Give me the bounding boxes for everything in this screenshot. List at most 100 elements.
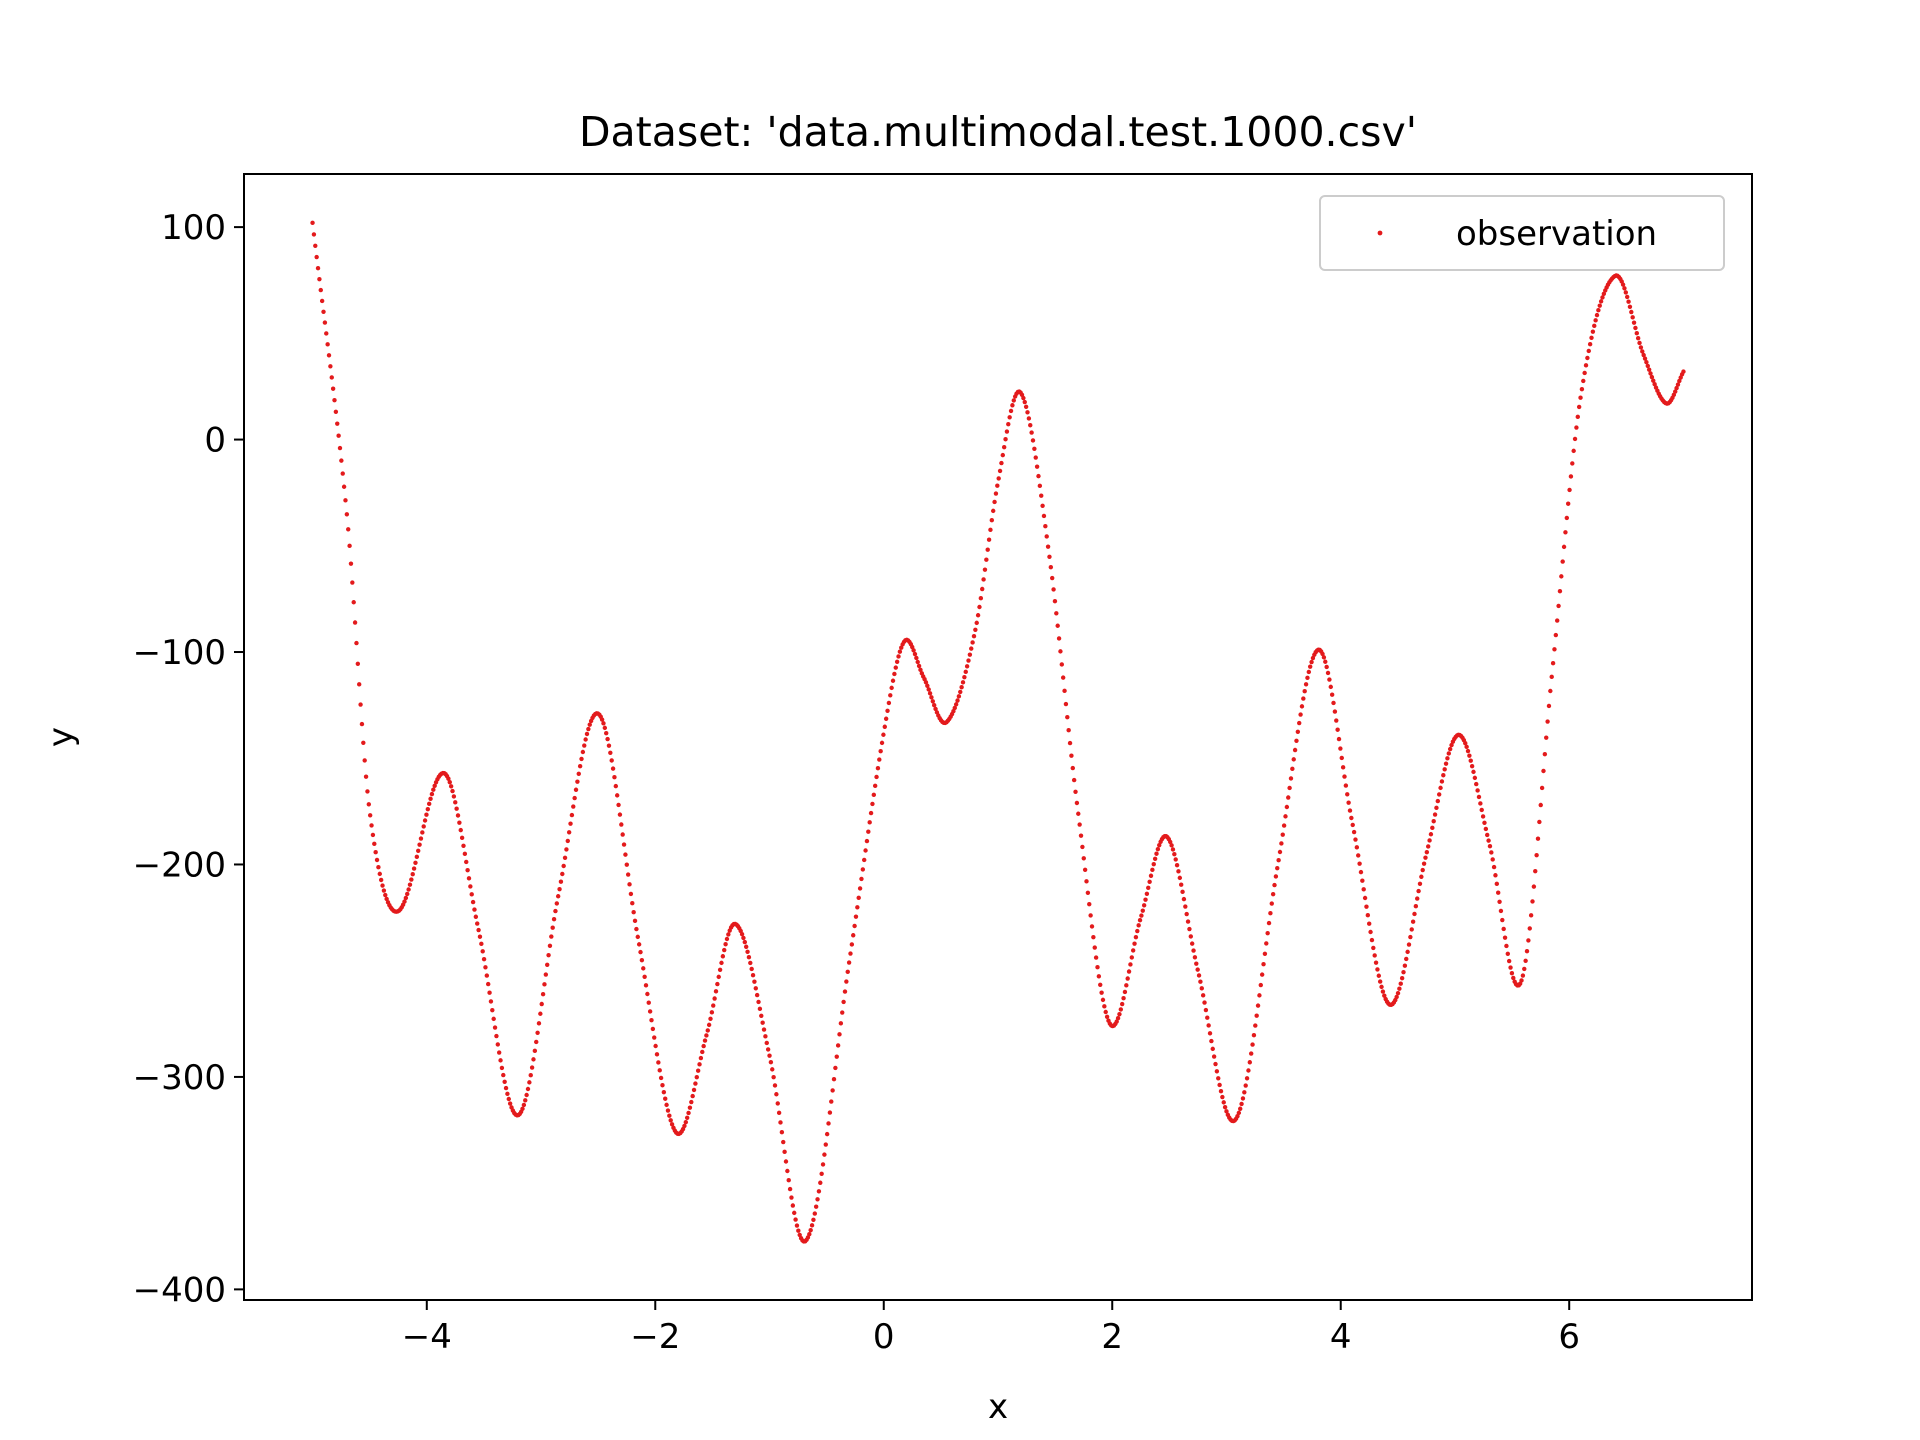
data-point (365, 789, 370, 794)
data-point (1405, 949, 1410, 955)
data-point (582, 743, 587, 748)
data-point (1157, 842, 1162, 848)
data-point (860, 867, 866, 872)
data-point (1364, 904, 1369, 909)
data-point (1645, 363, 1650, 369)
data-point (579, 756, 584, 762)
data-point (1594, 312, 1600, 318)
data-point (1189, 941, 1195, 946)
data-point (1338, 746, 1343, 751)
data-point (357, 682, 362, 687)
data-point (621, 842, 627, 847)
data-point (1511, 975, 1516, 981)
data-point (933, 706, 938, 712)
data-point (333, 409, 339, 415)
data-point (702, 1038, 708, 1043)
data-point (1582, 370, 1587, 376)
data-point (851, 933, 856, 938)
data-point (1354, 845, 1360, 850)
data-point (572, 795, 577, 801)
data-point (694, 1074, 699, 1080)
data-point (336, 433, 341, 438)
data-point (1568, 474, 1574, 479)
data-point (739, 931, 745, 937)
data-point (819, 1171, 824, 1176)
data-points (310, 220, 1686, 1244)
data-point (1501, 926, 1506, 932)
data-point (363, 774, 369, 779)
data-point (321, 309, 326, 314)
data-point (1519, 978, 1524, 983)
data-point (743, 944, 749, 949)
data-point (359, 721, 365, 727)
data-point (1367, 921, 1372, 926)
data-point (995, 483, 1000, 488)
data-point (1099, 990, 1104, 995)
data-point (639, 957, 645, 963)
data-point (846, 960, 852, 965)
data-point (883, 716, 889, 721)
data-point (1549, 674, 1554, 680)
data-point (325, 342, 330, 347)
data-point (793, 1217, 798, 1222)
data-point (704, 1033, 709, 1038)
data-point (1565, 501, 1571, 506)
data-point (612, 775, 617, 780)
data-point (1265, 930, 1270, 936)
data-point (1509, 971, 1515, 976)
data-point (1361, 887, 1366, 892)
data-point (617, 812, 623, 817)
data-point (1202, 1000, 1207, 1005)
legend: observation (1319, 195, 1725, 271)
data-point (1555, 618, 1560, 623)
data-point (1436, 792, 1442, 797)
data-point (1132, 941, 1137, 946)
data-point (547, 943, 553, 948)
data-point (1187, 926, 1192, 932)
data-point (974, 620, 979, 626)
data-point (929, 695, 934, 700)
data-point (981, 577, 986, 582)
data-point (1259, 972, 1265, 977)
data-point (1563, 530, 1568, 535)
data-point (853, 914, 859, 919)
data-point (1022, 399, 1027, 405)
data-point (868, 810, 874, 816)
data-point (1303, 682, 1309, 687)
data-point (432, 783, 437, 788)
data-point (1544, 735, 1549, 740)
data-point (638, 949, 643, 955)
data-point (1071, 777, 1077, 783)
data-point (1276, 858, 1281, 863)
data-point (1168, 839, 1173, 845)
data-point (583, 737, 588, 742)
data-point (628, 891, 634, 897)
data-point (608, 750, 613, 756)
data-point (1579, 386, 1585, 392)
data-point (411, 866, 417, 871)
data-point (1432, 812, 1438, 817)
data-point (616, 802, 621, 808)
data-point (772, 1083, 778, 1088)
data-point (1082, 867, 1088, 873)
data-point (1421, 861, 1427, 866)
data-point (332, 397, 337, 403)
data-point (1196, 973, 1202, 978)
data-point (830, 1088, 835, 1093)
data-point (833, 1065, 838, 1071)
data-point (1044, 534, 1049, 539)
data-point (1194, 961, 1199, 966)
data-point (1585, 355, 1590, 361)
data-point (1423, 855, 1428, 860)
data-point (373, 849, 378, 855)
data-point (1420, 867, 1425, 873)
data-point (520, 1106, 525, 1111)
data-point (888, 693, 893, 698)
data-point (811, 1217, 816, 1222)
data-point (1000, 452, 1005, 458)
data-point (481, 956, 487, 962)
data-point (986, 537, 992, 542)
data-point (650, 1026, 656, 1032)
x-tick-label: 2 (1101, 1317, 1123, 1357)
data-point (461, 843, 466, 848)
